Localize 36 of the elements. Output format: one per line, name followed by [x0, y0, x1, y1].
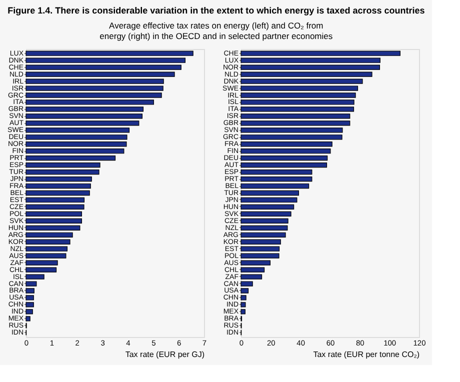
bar [26, 142, 127, 147]
bar [240, 218, 288, 224]
bar [240, 50, 400, 56]
bar [240, 176, 312, 182]
bar [26, 50, 194, 56]
bar [240, 190, 299, 196]
bar [240, 156, 328, 161]
bar [26, 169, 100, 175]
bar [240, 197, 298, 203]
x-axis-title: Tax rate (EUR per tonne CO₂) [313, 350, 420, 359]
bar [26, 239, 70, 244]
bar [26, 176, 92, 182]
bar [26, 204, 84, 210]
bar [26, 211, 82, 217]
bar [26, 162, 100, 168]
bar [240, 162, 328, 168]
bar [26, 197, 85, 203]
bar [240, 239, 281, 244]
bar [26, 232, 73, 238]
bar [26, 218, 82, 224]
bar [240, 148, 331, 154]
bar [240, 204, 294, 210]
bar [240, 211, 292, 217]
chart-subtitle: Average effective tax rates on energy (left) and CO₂ from energy (right) in the OECD and in selected partner economies [100, 20, 333, 41]
bar [26, 148, 124, 154]
bar [26, 183, 91, 189]
bar [26, 156, 116, 161]
bar [240, 183, 310, 189]
x-axis-title: Tax rate (EUR per GJ) [125, 350, 205, 359]
bar [26, 225, 80, 230]
bar [240, 142, 332, 147]
bar [26, 190, 90, 196]
bar [240, 232, 286, 238]
chart-title: Figure 1.4. There is considerable variation in the extent to which energy is taxed across countries [8, 5, 425, 16]
bar [240, 169, 312, 175]
bar [240, 225, 288, 230]
